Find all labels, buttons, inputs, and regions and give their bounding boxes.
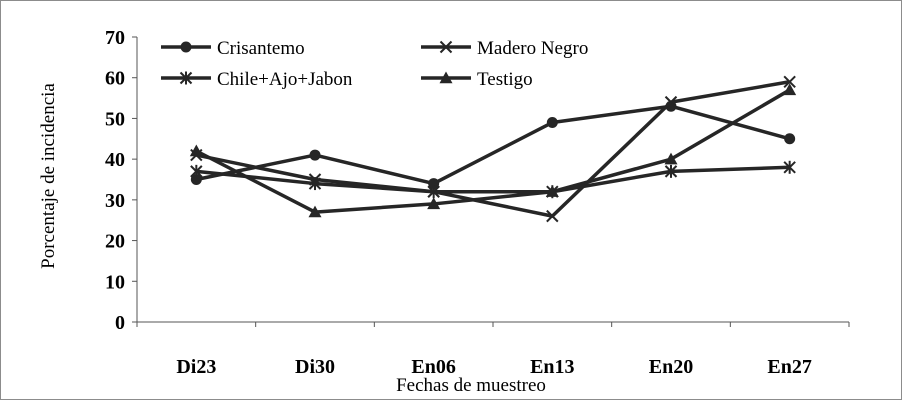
data-point [427, 197, 441, 210]
series-line [195, 104, 791, 186]
y-tick-label: 70 [105, 27, 125, 49]
y-tick-label: 60 [105, 68, 125, 90]
legend: Crisantemo Madero Negro Chile+Ajo+Jabon Tes… [161, 38, 588, 90]
legend-item: Chile+Ajo+Jabon [161, 69, 353, 90]
series-line [195, 88, 791, 214]
x-tick-label: En13 [530, 356, 574, 378]
x-marker [439, 40, 453, 54]
series-crisantemo [190, 100, 796, 190]
series-lines [189, 75, 797, 223]
triangle-marker [439, 71, 453, 84]
legend-item: Testigo [421, 69, 533, 90]
legend-label: Crisantemo [217, 38, 305, 59]
data-point [783, 160, 796, 174]
legend-label: Testigo [477, 69, 533, 90]
data-point [783, 83, 797, 96]
y-axis-label: Porcentaje de incidencia [38, 83, 59, 269]
data-point [784, 133, 796, 145]
data-point [664, 164, 678, 178]
x-tick-label: En06 [411, 356, 455, 378]
y-tick-label: 20 [105, 231, 125, 253]
data-point [546, 209, 559, 223]
series-testigo [189, 83, 797, 218]
axes: 0 10 20 30 40 50 60 70 Di23 Di30 En06 En13 En20 En27 [105, 27, 850, 378]
legend-item: Madero Negro [421, 38, 588, 59]
data-point [546, 117, 558, 128]
x-tick-label: En27 [767, 356, 811, 378]
data-point [427, 185, 440, 199]
y-tick-label: 0 [115, 312, 125, 334]
y-tick-label: 30 [105, 190, 125, 212]
series-madero-negro [190, 75, 796, 223]
series-chile-ajo-jabon [190, 160, 796, 199]
circle-marker [180, 41, 192, 53]
x-tick-label: Di23 [176, 356, 216, 378]
data-point [664, 95, 678, 109]
series-line [195, 80, 790, 218]
x-tick-label: En20 [649, 356, 693, 378]
data-point [783, 75, 796, 88]
x-axis-label: Fechas de muestreo [396, 375, 546, 396]
asterisk-marker [179, 71, 193, 85]
series-line [196, 165, 790, 194]
legend-label: Chile+Ajo+Jabon [217, 69, 353, 90]
data-point [664, 152, 678, 165]
data-point [428, 178, 440, 190]
data-point [190, 164, 203, 178]
data-point [308, 177, 322, 191]
data-point [308, 205, 322, 218]
data-point [309, 149, 321, 161]
data-point [190, 174, 202, 185]
legend-label: Madero Negro [477, 38, 588, 59]
data-point [189, 144, 203, 157]
y-tick-label: 50 [105, 108, 125, 130]
legend-item: Crisantemo [161, 38, 305, 59]
y-tick-label: 10 [105, 271, 125, 293]
y-tick-label: 40 [105, 149, 125, 171]
data-point [545, 185, 559, 197]
x-tick-label: Di30 [295, 356, 335, 378]
